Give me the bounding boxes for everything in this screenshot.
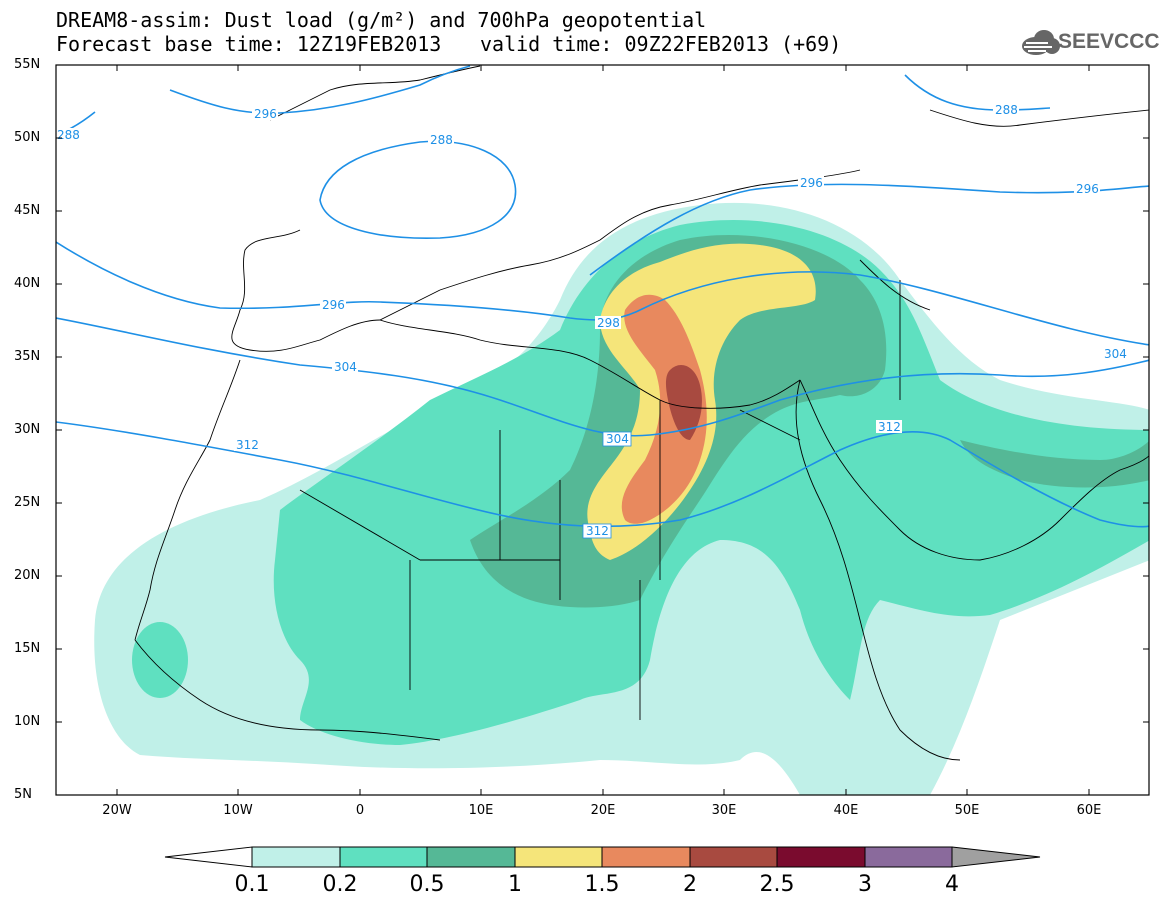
contour-labels: 288 296 288 296 298 296 304 304 304 312 … (56, 103, 1128, 539)
dust-region-1.5 (621, 294, 707, 524)
logo-text: SEEVCCC (1058, 30, 1160, 53)
contour-label: 296 (254, 107, 277, 121)
colorbar-label: 1.5 (584, 872, 620, 897)
lat-tick-label: 45N (14, 203, 41, 218)
contour-288-loop (319, 140, 517, 240)
lat-tick-label: 50N (14, 130, 41, 145)
lon-tick-label: 20E (590, 803, 616, 818)
dust-region-0.5-gulf (960, 440, 1149, 488)
cloud-icon (1022, 30, 1060, 55)
lat-tick-label: 10N (14, 714, 41, 729)
colorbar-swatch (864, 846, 953, 868)
lon-tick-label: 40E (833, 803, 859, 818)
lon-tick-label: 20W (102, 803, 132, 818)
colorbar-label: 0.1 (234, 872, 270, 897)
contour-label: 312 (586, 524, 609, 538)
colorbar-swatch (776, 846, 866, 868)
lon-tick-label: 60E (1076, 803, 1102, 818)
axis-ticks (56, 64, 1149, 796)
colorbar-swatch (426, 846, 516, 868)
valid-time: valid time: 09Z22FEB2013 (+69) (480, 32, 842, 56)
lat-tick-label: 15N (14, 641, 41, 656)
colorbar-swatch (339, 846, 428, 868)
colorbar (164, 846, 1041, 868)
colorbar-label: 3 (858, 872, 872, 897)
lat-tick-label: 30N (14, 422, 41, 437)
contour-label: 296 (800, 176, 823, 190)
colorbar-swatch (689, 846, 778, 868)
lon-tick-label: 30E (711, 803, 737, 818)
contour-label: 312 (236, 438, 259, 452)
lon-tick-label: 50E (954, 803, 980, 818)
lat-tick-label: 20N (14, 568, 41, 583)
forecast-base-time: Forecast base time: 12Z19FEB2013 (56, 32, 442, 56)
coastlines (134, 65, 1149, 761)
lon-tick-label: 10W (223, 803, 253, 818)
colorbar-label: 4 (945, 872, 959, 897)
lon-tick-label: 10E (468, 803, 494, 818)
contour-304 (56, 317, 1149, 437)
contour-296-mid (56, 241, 1149, 346)
contour-label: 304 (606, 432, 629, 446)
contour-label: 304 (334, 360, 357, 374)
contour-label: 288 (57, 128, 80, 142)
lat-tick-label: 40N (14, 276, 41, 291)
colorbar-label: 1 (508, 872, 522, 897)
contour-label: 296 (1076, 182, 1099, 196)
colorbar-label: 0.5 (409, 872, 445, 897)
colorbar-label: 2.5 (759, 872, 795, 897)
dust-region-2 (665, 365, 702, 440)
lat-tick-label: 35N (14, 349, 41, 364)
contour-312 (56, 421, 1149, 528)
lat-tick-label: 5N (14, 787, 32, 802)
colorbar-under-arrow (164, 846, 253, 868)
contour-label: 312 (878, 420, 901, 434)
dust-region-0.2-west (132, 622, 188, 698)
colorbar-over-arrow (951, 846, 1041, 868)
contour-label: 288 (995, 103, 1018, 117)
colorbar-swatch (514, 846, 603, 868)
dust-field (94, 202, 1149, 795)
lon-tick-label: 0 (355, 803, 365, 818)
contour-label: 296 (322, 298, 345, 312)
dust-region-0.2 (273, 220, 1149, 745)
colorbar-label: 2 (683, 872, 697, 897)
contour-label: 298 (597, 316, 620, 330)
contour-296-north (169, 65, 471, 115)
lat-tick-label: 25N (14, 495, 41, 510)
contour-label: 288 (430, 133, 453, 147)
lat-tick-label: 55N (14, 57, 41, 72)
chart-title: DREAM8-assim: Dust load (g/m²) and 700hP… (56, 8, 707, 32)
colorbar-swatch (251, 846, 341, 868)
colorbar-label: 0.2 (322, 872, 358, 897)
contour-label: 304 (1104, 347, 1127, 361)
colorbar-swatch (601, 846, 691, 868)
